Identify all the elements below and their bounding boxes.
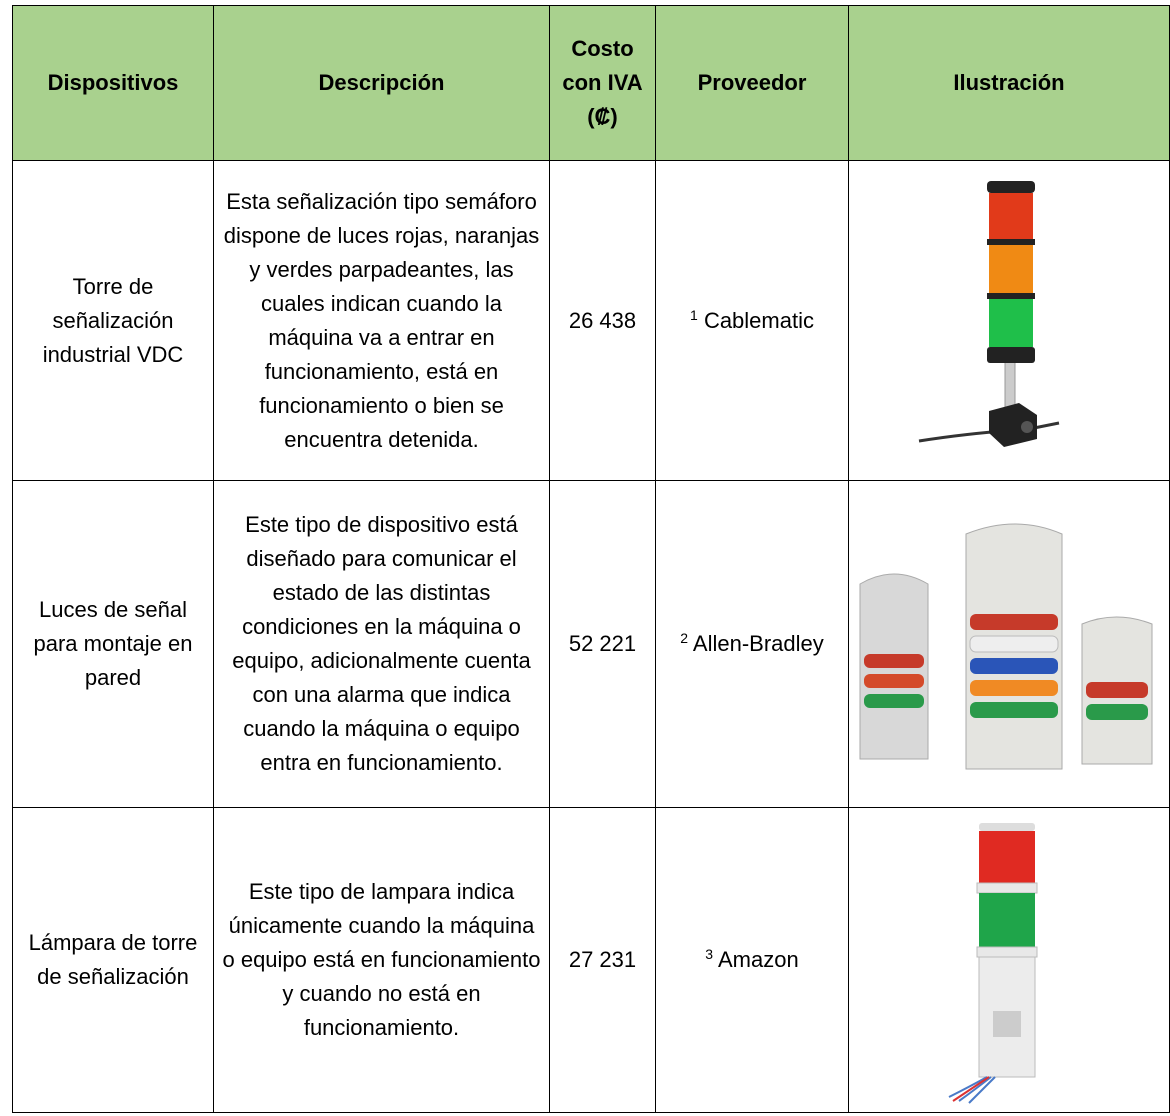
supplier-cell: 3 Amazon <box>655 807 849 1113</box>
tower-light-image <box>918 180 1060 447</box>
supplier: Amazon <box>717 947 799 972</box>
supplier-cell: 2 Allen-Bradley <box>655 480 849 808</box>
header-cell: Costo con IVA (₡) <box>549 5 656 161</box>
footnote-mark: 3 <box>705 946 714 962</box>
row: Luces de señal para montaje en pared Est… <box>12 480 1170 808</box>
header-cell: Proveedor <box>655 5 849 161</box>
devices-table: Dispositivos Descripción Costo con IVA (… <box>12 5 1170 1113</box>
footnote-mark: 1 <box>690 306 698 323</box>
description-cell: Este tipo de lampara indica únicamente c… <box>213 807 550 1113</box>
supplier: Cablematic <box>703 307 814 333</box>
wall-lights-image <box>859 523 1153 770</box>
header-cell: Descripción <box>213 5 550 161</box>
device-cell: Lámpara de torre de señalización <box>12 807 214 1113</box>
description-cell: Esta señalización tipo semáforo dispone … <box>213 160 550 481</box>
row: Lámpara de torre de señalización Este ti… <box>12 807 1170 1113</box>
cost-cell: 26 438 <box>549 160 656 481</box>
supplier: Allen-Bradley <box>692 631 824 656</box>
device-cell: Luces de señal para montaje en pared <box>12 480 214 808</box>
supplier-cell: 1 Cablematic <box>655 160 849 481</box>
footnote-mark: 2 <box>680 630 689 646</box>
illustration-cell <box>848 807 1170 1113</box>
header-cell: Ilustración <box>848 5 1170 161</box>
cost-cell: 27 231 <box>549 807 656 1113</box>
stack-lamp-image <box>948 823 1038 1104</box>
illustration-cell <box>848 480 1170 808</box>
description-cell: Este tipo de dispositivo está diseñado p… <box>213 480 550 808</box>
header-cell: Dispositivos <box>12 5 214 161</box>
row: Torre de señalización industrial VDC Est… <box>12 160 1170 481</box>
device-cell: Torre de señalización industrial VDC <box>12 160 214 481</box>
header-row: Dispositivos Descripción Costo con IVA (… <box>12 5 1170 161</box>
cost-cell: 52 221 <box>549 480 656 808</box>
illustration-cell <box>848 160 1170 481</box>
